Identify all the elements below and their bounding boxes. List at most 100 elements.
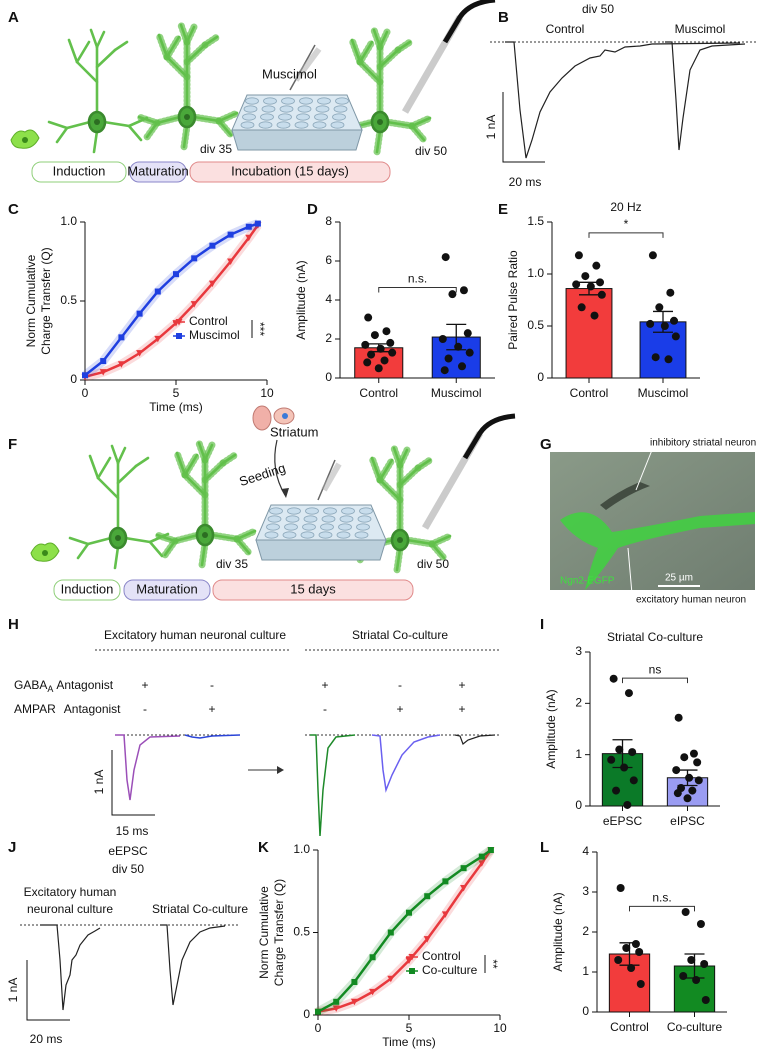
well — [314, 113, 328, 121]
well — [299, 97, 313, 105]
spines — [414, 456, 434, 472]
well — [285, 515, 300, 523]
marker — [208, 280, 216, 288]
well — [317, 97, 331, 105]
sign: + — [321, 678, 328, 692]
well — [264, 531, 279, 539]
plate-side — [231, 129, 363, 151]
data-point — [438, 335, 447, 343]
y-tick-label: 0 — [70, 372, 77, 386]
marker — [227, 231, 234, 238]
dendrite — [116, 446, 127, 465]
x-tick-label: 5 — [406, 1021, 413, 1035]
spines — [408, 122, 428, 144]
marker — [351, 979, 358, 985]
y-tick-label: 4 — [582, 844, 589, 858]
data-point — [700, 960, 709, 968]
panel-letter: A — [8, 9, 19, 26]
data-point — [673, 789, 682, 798]
annotation: n.s. — [652, 891, 671, 905]
dendrite — [148, 540, 164, 558]
spines — [161, 537, 179, 559]
well — [318, 531, 333, 539]
data-point — [629, 776, 638, 785]
marker — [350, 998, 358, 1006]
spines — [376, 456, 396, 484]
y-axis-label: Amplitude (nA) — [551, 892, 565, 971]
panel-letter: D — [307, 201, 318, 218]
well — [279, 105, 294, 113]
data-point — [701, 996, 710, 1004]
spines — [394, 38, 414, 54]
marker — [176, 333, 182, 339]
well — [240, 121, 255, 129]
annotation: ** — [486, 959, 500, 969]
well — [330, 121, 345, 129]
data-point — [694, 776, 703, 785]
div-label: div 50 — [415, 144, 447, 158]
y-tick-label: 0.5 — [60, 293, 77, 307]
data-point — [448, 290, 457, 299]
well — [315, 105, 330, 113]
dendrite — [123, 536, 152, 544]
sign: - — [398, 678, 402, 692]
div-label: div 35 — [200, 142, 232, 156]
marker — [154, 288, 161, 295]
spines — [208, 531, 241, 543]
row-label-name: AMPAR — [14, 702, 56, 716]
significance-bracket — [629, 905, 695, 912]
significance-bracket — [588, 232, 664, 238]
spines — [183, 41, 209, 66]
scale-label: 25 µm — [665, 573, 693, 584]
y-tick-label: 0 — [575, 798, 582, 812]
series-line — [84, 222, 259, 377]
illustrations — [10, 0, 758, 1021]
electrode-cable — [462, 413, 516, 460]
marker — [424, 893, 431, 900]
trace — [454, 734, 496, 745]
chart-title: 20 Hz — [610, 200, 641, 214]
y-axis-label: Norm Cumulative — [24, 254, 38, 347]
source-label: Striatum — [270, 424, 318, 439]
y-axis-label: Norm Cumulative — [257, 886, 271, 979]
data-point — [581, 272, 590, 281]
data-point — [664, 355, 673, 364]
neuron — [135, 21, 241, 151]
well — [323, 507, 337, 515]
data-point — [440, 366, 449, 375]
marker — [406, 909, 412, 916]
marker — [460, 865, 467, 872]
arrowhead — [277, 766, 284, 774]
dendrite — [89, 28, 99, 49]
data-point — [577, 303, 586, 312]
panel-title: div 50 — [582, 2, 614, 16]
spines — [376, 476, 404, 504]
data-point — [597, 290, 606, 299]
x-tick-label: Control — [359, 386, 398, 400]
chart: E 0 0.5 1.0 1.5 Paired Pulse Ratio 20 Hz Contro… — [498, 200, 700, 400]
panel-letter: C — [8, 201, 19, 218]
well — [321, 515, 336, 523]
group-label: Excitatory human neuronal culture — [104, 628, 286, 642]
marker — [82, 372, 88, 379]
scale-label: 20 ms — [30, 1032, 63, 1046]
data-point — [374, 364, 383, 373]
marker — [369, 988, 377, 996]
data-point — [459, 286, 468, 295]
chart: L 0 1 2 3 4 Amplitude (nA) Control Co-culture n.s… — [540, 839, 727, 1034]
neuron — [68, 444, 170, 570]
sign: + — [458, 702, 465, 716]
annotation: ns — [649, 662, 662, 676]
data-point — [616, 884, 625, 892]
data-point — [672, 766, 681, 775]
x-tick-label: Co-culture — [667, 1020, 723, 1034]
dendrite — [92, 129, 99, 154]
trace — [502, 92, 545, 163]
chart-title: Striatal Co-culture — [607, 630, 703, 644]
data-point — [692, 976, 701, 984]
data-point — [671, 332, 680, 341]
well — [282, 531, 297, 539]
panel-letter: G — [540, 436, 552, 453]
data-point — [624, 689, 633, 698]
sign: + — [208, 702, 215, 716]
